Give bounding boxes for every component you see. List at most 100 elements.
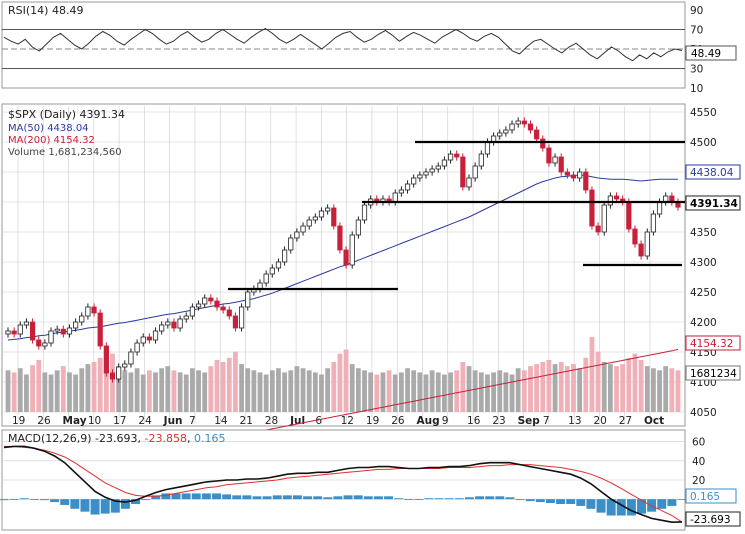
volume-bar — [626, 357, 632, 412]
volume-bar — [306, 370, 312, 412]
date-tick-12: 6 — [315, 415, 322, 427]
candle-body — [171, 321, 177, 329]
date-tick-25: Oct — [644, 415, 664, 427]
macd-hist-bar — [525, 499, 535, 502]
macd-hist-bar — [201, 493, 211, 500]
volume-bar — [103, 349, 109, 412]
candle-body — [503, 129, 509, 134]
macd-hist-bar — [29, 499, 39, 500]
macd-hist-bar — [535, 499, 545, 503]
candle-body — [79, 315, 85, 323]
price-title: $SPX (Daily) 4391.34 — [8, 108, 125, 121]
macd-hist-bar — [292, 495, 302, 500]
macd-hist-bar — [323, 497, 333, 500]
volume-bar — [208, 366, 214, 412]
macd-hist-bar — [363, 496, 373, 500]
volume-bar — [405, 368, 410, 412]
volume-bar — [521, 370, 527, 412]
volume-bar — [325, 368, 331, 412]
volume-bar — [5, 370, 11, 412]
candle-body — [5, 330, 11, 335]
volume-bar — [190, 368, 195, 412]
volume-bar — [42, 372, 48, 412]
macd-hist-bar — [80, 499, 90, 512]
volume-bar — [368, 372, 374, 412]
candle-body — [331, 207, 337, 227]
volume-bar — [220, 362, 226, 412]
volume-bar — [355, 368, 361, 412]
volume-bar — [442, 374, 447, 412]
last-price-value: 4391.34 — [690, 198, 738, 210]
macd-hist-bar — [212, 493, 221, 500]
macd-hist-bar — [333, 496, 343, 500]
volume-bar — [491, 372, 496, 412]
volume-bar — [79, 368, 85, 412]
candle-body — [195, 303, 202, 308]
macd-hist-bar — [505, 497, 515, 500]
candle-body — [632, 228, 638, 245]
volume-bar — [577, 368, 583, 412]
date-tick-11: Jul — [289, 415, 305, 427]
ma200-line — [266, 348, 679, 431]
candle-body — [109, 372, 116, 380]
candle-body — [411, 177, 417, 185]
candle-body — [66, 327, 73, 335]
volume-bar — [300, 368, 306, 412]
macd-hist-bar — [151, 495, 161, 500]
macd-hist-bar — [161, 493, 171, 500]
volume-bar — [85, 364, 91, 412]
candle-body — [208, 297, 214, 302]
macd-hist-bar — [596, 499, 606, 513]
candle-body — [165, 321, 171, 326]
volume-bar — [319, 374, 324, 412]
volume-bar — [614, 366, 619, 412]
volume-bar — [454, 370, 460, 412]
date-tick-19: 23 — [492, 415, 505, 427]
volume-bar — [620, 364, 626, 412]
macd-hist-bar — [262, 496, 272, 500]
macd-hist-bar — [252, 496, 262, 500]
candle-body — [441, 159, 448, 167]
candle-body — [128, 351, 134, 365]
candle-body — [275, 261, 282, 269]
price-tick-4200: 4200 — [690, 317, 717, 329]
candle-body — [484, 141, 491, 155]
ma50-value: 4438.04 — [690, 167, 734, 179]
volume-bar — [380, 372, 386, 412]
macd-signal-line — [4, 445, 683, 523]
macd-hist-bar — [394, 498, 404, 500]
volume-bar — [638, 359, 644, 412]
candle-body — [91, 306, 97, 314]
volume-bar — [67, 372, 72, 412]
candle-body — [361, 204, 368, 221]
volume-bar — [607, 364, 613, 412]
date-tick-22: 13 — [568, 415, 581, 427]
volume-bar — [663, 366, 669, 412]
candle-body — [564, 171, 570, 176]
candle-body — [97, 312, 103, 347]
hist-value-box — [685, 488, 737, 504]
volume-bar — [337, 353, 343, 412]
volume-bar — [478, 372, 484, 412]
volume-bar — [165, 366, 171, 412]
macd-hist-bar — [181, 493, 191, 500]
price-tick-4250: 4250 — [690, 287, 717, 299]
candle-body — [613, 195, 620, 200]
volume-bar — [159, 368, 165, 412]
candle-body — [355, 219, 361, 236]
volume-bar — [546, 359, 552, 412]
candle-body — [546, 147, 552, 164]
candle-body — [638, 243, 644, 257]
macd-hist-bar — [404, 499, 414, 500]
candle-body — [263, 273, 269, 284]
macd-hist-bar — [626, 499, 636, 516]
macd-hist-bar — [465, 497, 474, 500]
date-tick-13: 12 — [341, 415, 354, 427]
volume-value-box — [685, 365, 741, 381]
candle-body — [146, 336, 152, 341]
ma200-value: 4154.32 — [690, 338, 733, 350]
candle-body — [214, 300, 220, 308]
volume-bar — [460, 362, 466, 412]
candle-body — [644, 231, 650, 257]
macd-hist-bar — [343, 495, 353, 500]
